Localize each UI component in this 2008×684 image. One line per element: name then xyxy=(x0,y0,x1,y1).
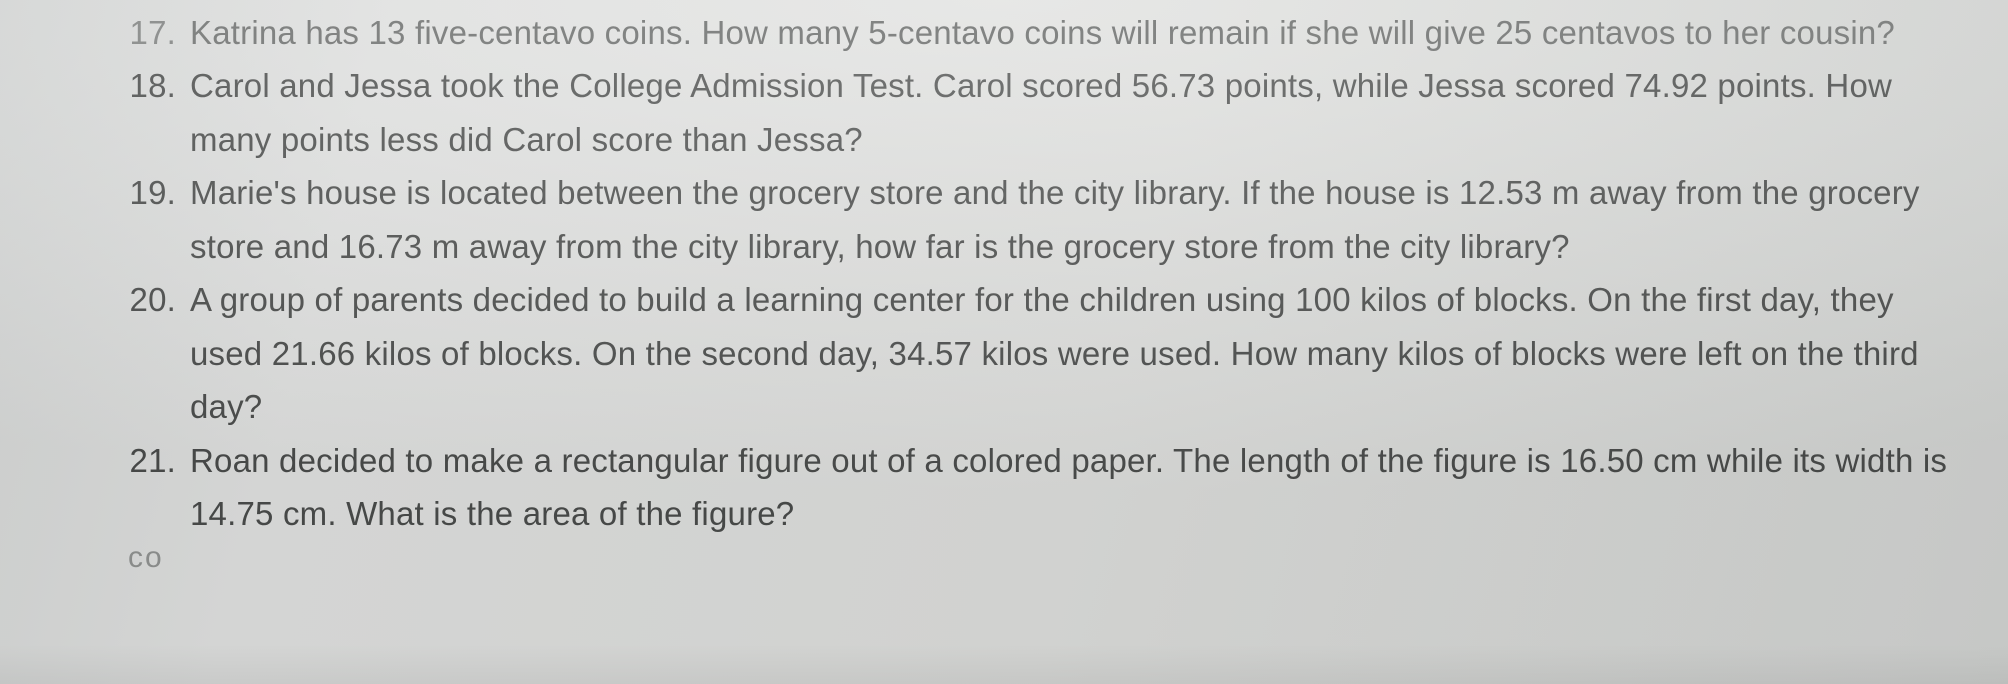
problem-item: 19. Marie's house is located between the… xyxy=(120,166,1968,273)
problem-text: Marie's house is located between the gro… xyxy=(190,166,1968,273)
problem-number: 17. xyxy=(120,6,190,59)
problem-item: 20. A group of parents decided to build … xyxy=(120,273,1968,433)
problem-item: 17. Katrina has 13 five-centavo coins. H… xyxy=(120,6,1968,59)
problem-text: A group of parents decided to build a le… xyxy=(190,273,1968,433)
bottom-vignette xyxy=(0,644,2008,684)
problem-text: Carol and Jessa took the College Admissi… xyxy=(190,59,1968,166)
problem-number: 21. xyxy=(120,434,190,487)
problem-text: Katrina has 13 five-centavo coins. How m… xyxy=(190,6,1968,59)
problem-number: 18. xyxy=(120,59,190,112)
problem-text: Roan decided to make a rectangular figur… xyxy=(190,434,1968,541)
problem-number: 19. xyxy=(120,166,190,219)
problem-list: 17. Katrina has 13 five-centavo coins. H… xyxy=(120,6,1968,541)
worksheet-page: 17. Katrina has 13 five-centavo coins. H… xyxy=(0,0,2008,684)
problem-item: 21. Roan decided to make a rectangular f… xyxy=(120,434,1968,541)
cutoff-fragment: co xyxy=(120,541,1968,575)
problem-number: 20. xyxy=(120,273,190,326)
problem-item: 18. Carol and Jessa took the College Adm… xyxy=(120,59,1968,166)
